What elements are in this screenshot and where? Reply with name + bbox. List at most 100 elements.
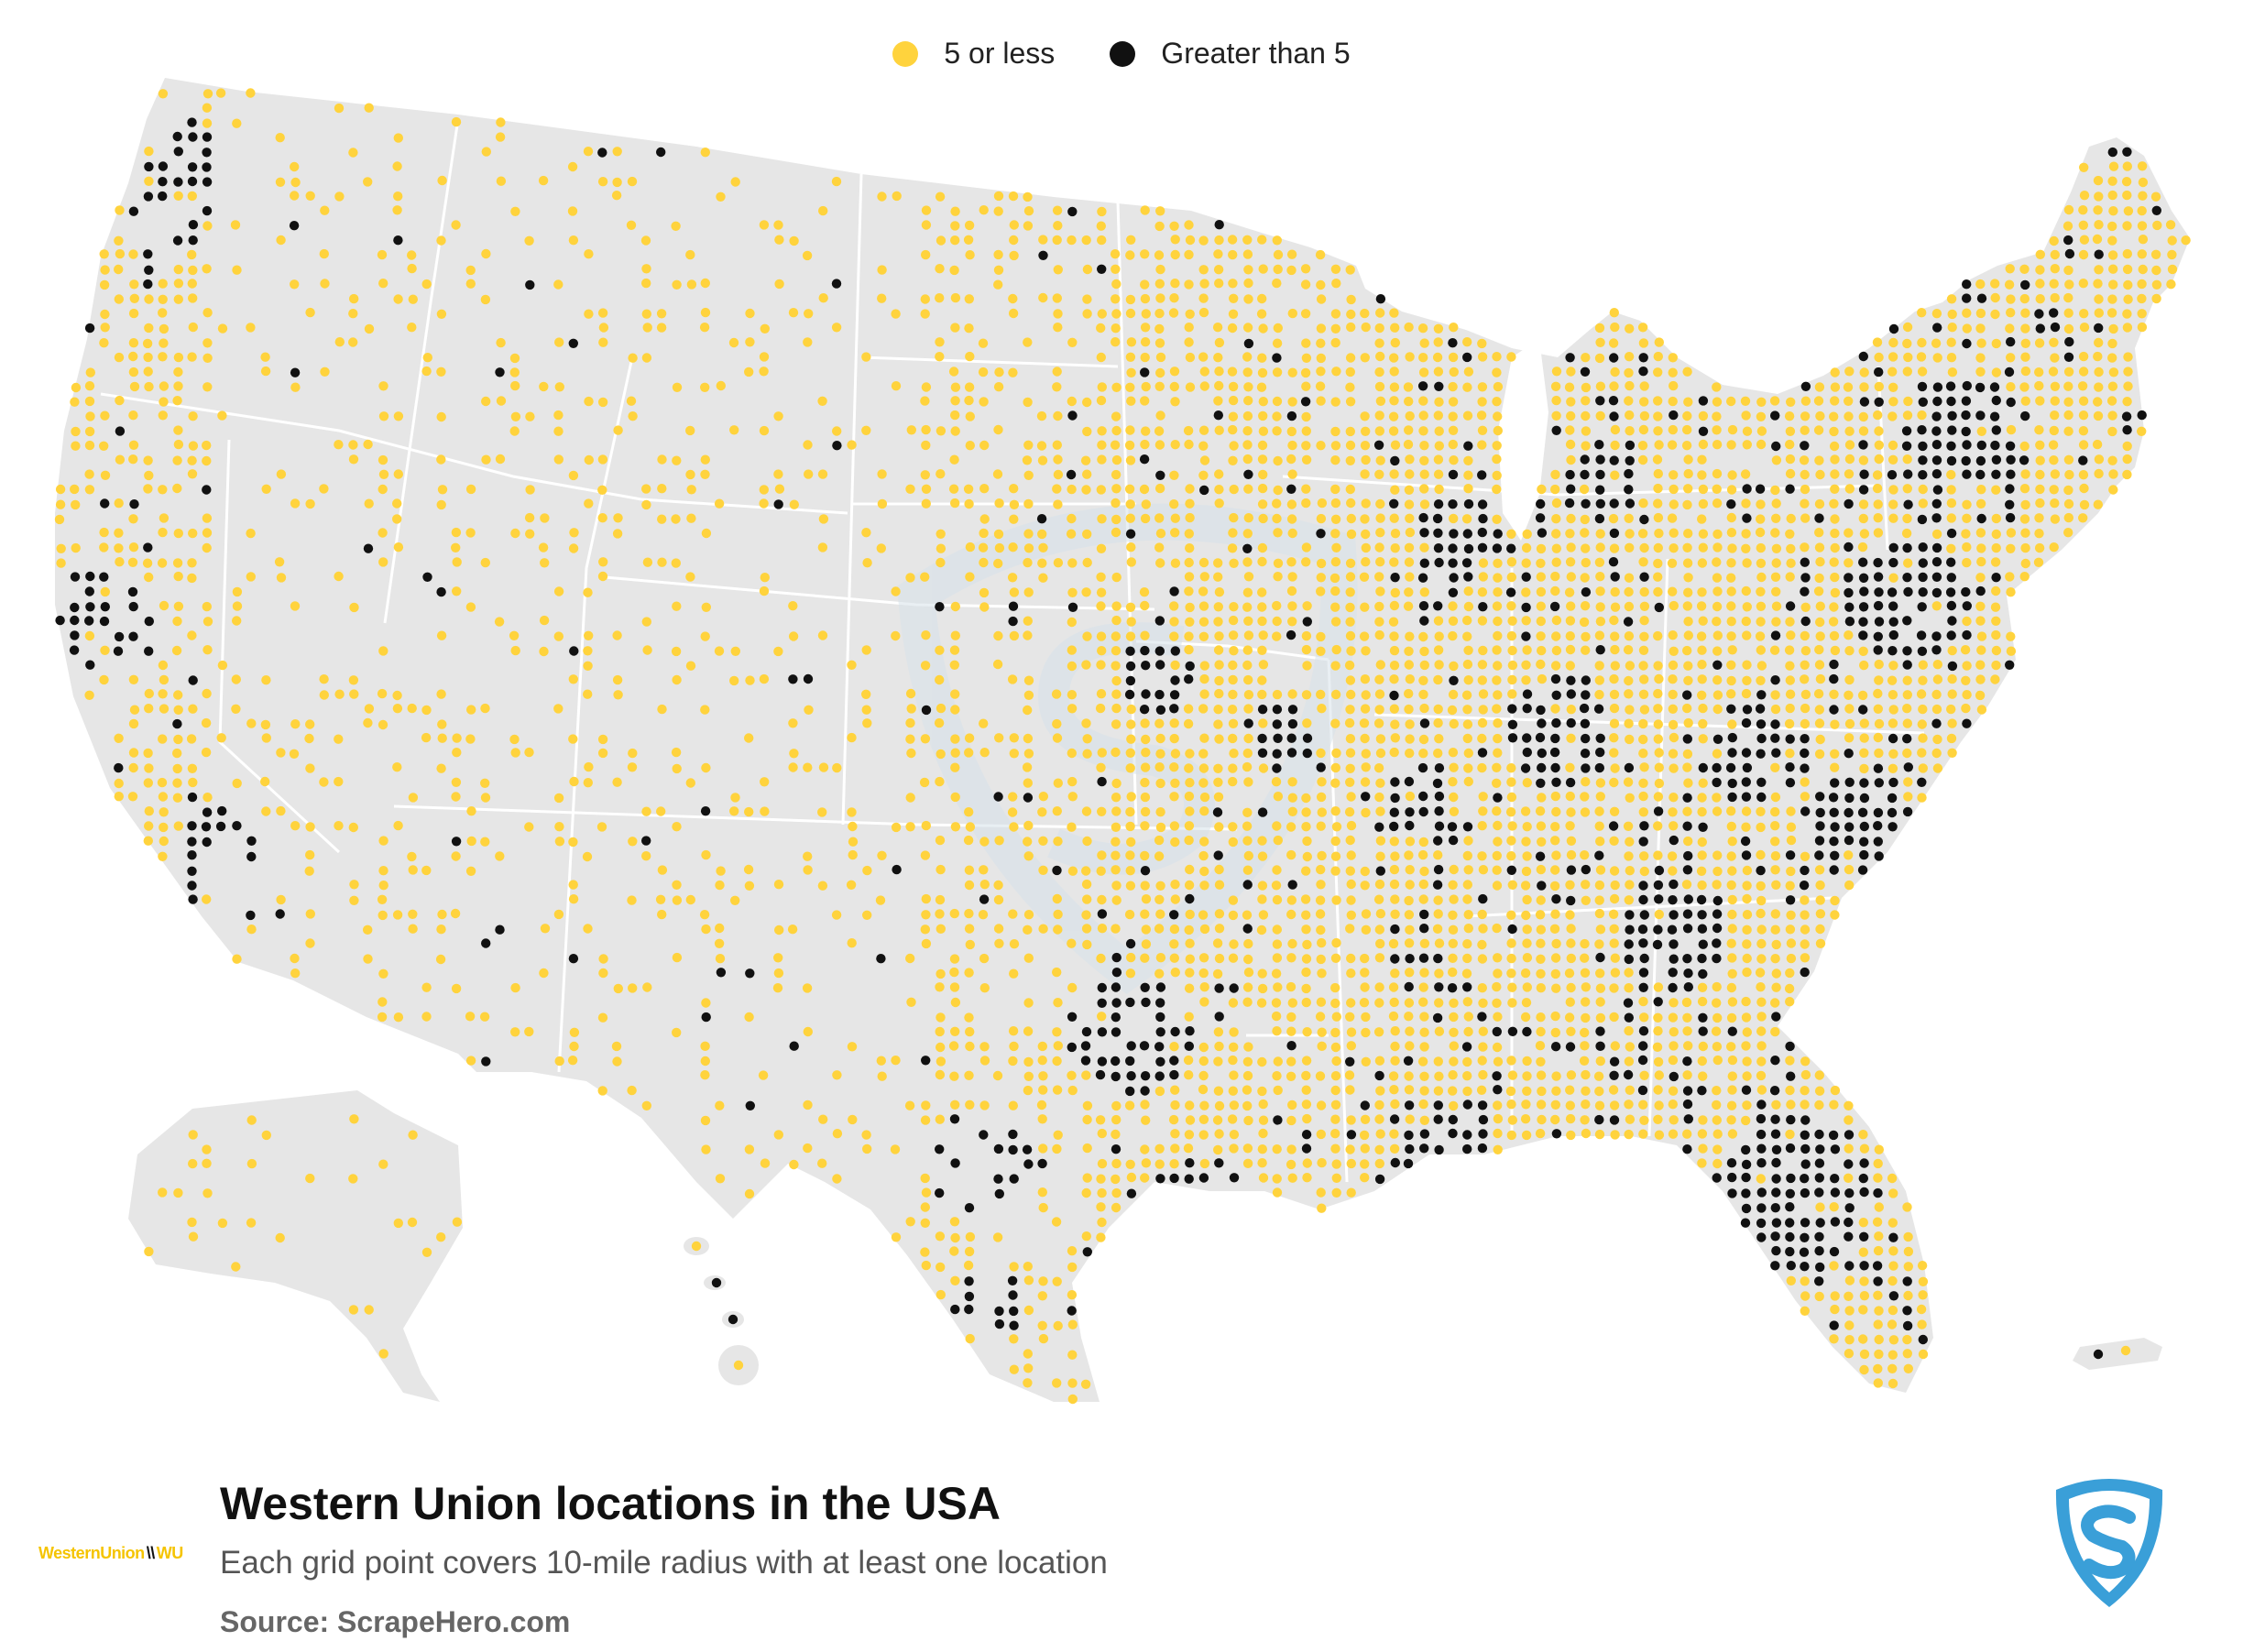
location-dot-low — [979, 1042, 990, 1052]
location-dot-low — [920, 924, 930, 935]
location-dot-low — [1140, 630, 1150, 640]
location-dot-low — [1053, 265, 1064, 275]
location-dot-low — [1858, 1130, 1868, 1140]
location-dot-low — [803, 865, 813, 875]
location-dot-low — [1493, 718, 1503, 728]
location-dot-low — [1565, 661, 1576, 671]
location-dot-low — [1154, 323, 1165, 334]
location-dot-low — [1330, 529, 1340, 539]
location-dot-high — [1667, 924, 1678, 935]
location-dot-high — [1932, 396, 1942, 407]
location-dot-high — [1991, 425, 2001, 435]
location-dot-high — [1067, 206, 1078, 217]
location-dot-low — [657, 865, 668, 875]
location-dot-high — [1036, 514, 1047, 524]
location-dot-low — [965, 1041, 975, 1052]
location-dot-low — [1155, 822, 1166, 833]
location-dot-low — [1565, 997, 1576, 1007]
location-dot-low — [158, 352, 168, 362]
location-dot-low — [1023, 910, 1034, 920]
location-dot-low — [1140, 821, 1150, 831]
location-dot-low — [1742, 1027, 1753, 1037]
location-dot-low — [1052, 806, 1063, 816]
location-dot-low — [159, 381, 170, 391]
location-dot-low — [115, 248, 126, 259]
location-dot-low — [99, 542, 109, 552]
location-dot-low — [2078, 513, 2088, 523]
location-dot-low — [1771, 455, 1782, 465]
location-dot-low — [906, 748, 916, 759]
location-dot-low — [202, 455, 212, 466]
location-dot-low — [1405, 674, 1416, 684]
location-dot-high — [1858, 440, 1868, 450]
location-dot-low — [964, 498, 974, 509]
location-dot-low — [1814, 718, 1825, 728]
location-dot-low — [2034, 367, 2044, 377]
location-dot-low — [1346, 294, 1356, 305]
location-dot-high — [1520, 763, 1531, 773]
location-dot-low — [1126, 367, 1136, 377]
wu-logo-text: WesternUnion — [38, 1544, 145, 1562]
location-dot-low — [1858, 1334, 1868, 1344]
location-dot-low — [1800, 1291, 1811, 1301]
location-dot-low — [1551, 806, 1561, 817]
location-dot-low — [1770, 851, 1781, 861]
location-dot-low — [378, 1349, 388, 1359]
location-dot-low — [1170, 880, 1180, 890]
location-dot-low — [1727, 1071, 1738, 1081]
location-dot-low — [1786, 822, 1797, 832]
location-dot-low — [1038, 1143, 1048, 1154]
location-dot-low — [392, 205, 402, 215]
location-dot-low — [1243, 850, 1254, 861]
location-dot-high — [1712, 938, 1722, 948]
location-dot-low — [1243, 630, 1254, 640]
location-dot-low — [1609, 893, 1620, 904]
location-dot-high — [127, 586, 138, 597]
location-dot-low — [407, 263, 417, 274]
location-dot-low — [992, 1070, 1003, 1081]
location-dot-high — [1800, 1174, 1810, 1184]
location-dot-low — [1507, 689, 1517, 699]
location-dot-low — [1903, 1231, 1913, 1242]
location-dot-low — [598, 323, 609, 333]
location-dot-low — [1214, 485, 1224, 495]
location-dot-low — [1610, 763, 1620, 773]
location-dot-high — [1286, 748, 1297, 758]
location-dot-low — [1242, 557, 1253, 567]
location-dot-low — [965, 822, 976, 832]
location-dot-low — [1184, 529, 1195, 539]
location-dot-low — [1537, 673, 1548, 684]
location-dot-low — [1565, 821, 1575, 831]
location-dot-low — [1125, 821, 1135, 832]
location-dot-low — [569, 1027, 580, 1038]
location-dot-high — [1625, 910, 1635, 920]
location-dot-high — [1742, 513, 1752, 523]
location-dot-high — [1448, 1128, 1458, 1139]
location-dot-low — [964, 323, 974, 334]
location-dot-low — [1316, 1100, 1327, 1110]
location-dot-low — [1669, 1027, 1680, 1037]
location-dot-low — [1330, 762, 1341, 773]
location-dot-low — [1374, 542, 1384, 552]
location-dot-high — [1975, 585, 1986, 596]
location-dot-low — [700, 1056, 710, 1067]
location-dot-low — [641, 353, 652, 363]
location-dot-low — [1125, 499, 1135, 509]
location-dot-low — [1506, 630, 1517, 641]
location-dot-low — [1141, 499, 1152, 509]
location-dot-low — [1493, 616, 1503, 627]
location-dot-low — [1111, 309, 1122, 319]
location-dot-low — [1580, 953, 1590, 963]
location-dot-low — [921, 498, 931, 509]
location-dot-low — [1727, 997, 1738, 1007]
location-dot-low — [1520, 968, 1531, 979]
location-dot-high — [1140, 982, 1150, 993]
location-dot-low — [1916, 689, 1927, 699]
location-dot-low — [1477, 616, 1488, 626]
location-dot-low — [2049, 425, 2059, 436]
location-dot-low — [1301, 807, 1311, 817]
location-dot-low — [935, 337, 945, 347]
location-dot-low — [1286, 585, 1297, 596]
location-dot-low — [1214, 688, 1224, 699]
location-dot-low — [393, 191, 403, 202]
